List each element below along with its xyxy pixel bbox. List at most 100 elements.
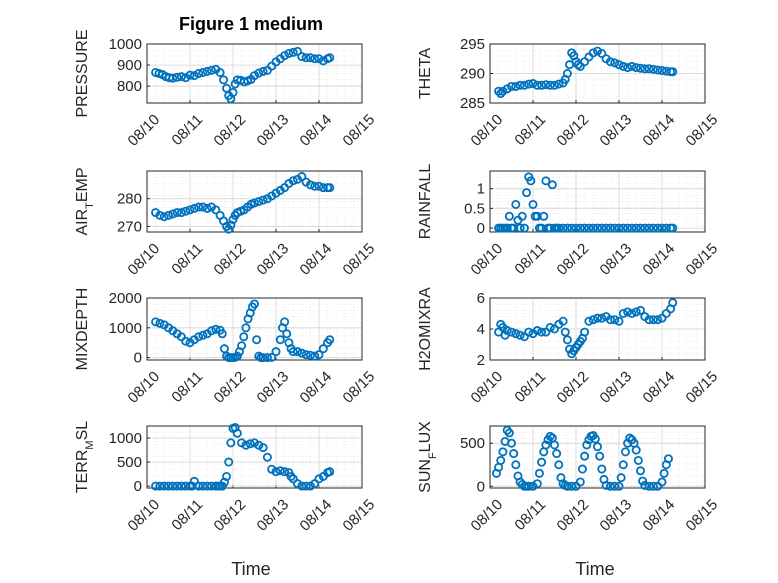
data-point: [249, 198, 259, 208]
data-point: [532, 326, 542, 336]
x-tick-label: 08/10: [125, 111, 164, 150]
data-point: [636, 466, 646, 476]
x-tick-label: 08/12: [554, 240, 593, 279]
data-point: [155, 481, 165, 491]
x-tick-label: 08/14: [297, 496, 336, 535]
data-point: [597, 464, 607, 474]
data-point: [614, 223, 624, 233]
data-point: [644, 481, 654, 491]
data-point: [562, 481, 572, 491]
data-point: [668, 298, 678, 308]
x-tick-label: 08/15: [683, 368, 722, 407]
data-point: [168, 209, 178, 219]
data-point: [511, 199, 521, 209]
data-point: [524, 79, 534, 89]
data-point: [571, 223, 581, 233]
data-point: [502, 326, 512, 336]
plot-border: [489, 297, 706, 361]
x-tick-label: 08/10: [468, 496, 507, 535]
plot-area: [146, 425, 363, 489]
data-point: [515, 330, 525, 340]
x-tick-label: 08/15: [340, 496, 379, 535]
data-point: [159, 212, 169, 222]
x-tick-label: 08/10: [468, 240, 507, 279]
data-point: [648, 481, 658, 491]
data-point: [618, 308, 628, 318]
data-point: [198, 202, 208, 212]
data-point: [627, 223, 637, 233]
data-point: [610, 481, 620, 491]
data-point: [648, 315, 658, 325]
x-tick-label: 08/15: [683, 496, 722, 535]
data-point: [202, 66, 212, 76]
data-point: [172, 72, 182, 82]
data-point: [519, 80, 529, 90]
data-point: [541, 80, 551, 90]
y-tick-label: 0: [477, 220, 485, 237]
data-point: [151, 481, 161, 491]
data-point: [610, 315, 620, 325]
x-tick-label: 08/14: [640, 240, 679, 279]
x-axis-label-left: Time: [231, 559, 270, 579]
data-point: [580, 327, 590, 337]
x-tick-label: 08/12: [554, 111, 593, 150]
subplot-mixdepth: 08/10 08/11 08/12 08/13 08/14 08/15 0 1000 2000 M…: [74, 288, 378, 407]
data-point: [631, 445, 641, 455]
data-point: [597, 313, 607, 323]
data-point: [249, 299, 259, 309]
data-point: [282, 329, 292, 339]
data-point: [640, 64, 650, 74]
data-point: [668, 67, 678, 77]
data-point: [590, 434, 600, 444]
x-tick-label: 08/13: [597, 496, 636, 535]
y-tick-label: 290: [460, 66, 485, 83]
data-point: [577, 464, 587, 474]
data-point: [562, 335, 572, 345]
data-point: [271, 347, 281, 357]
data-point: [618, 460, 628, 470]
data-point: [237, 341, 247, 351]
data-point: [663, 454, 673, 464]
data-point: [297, 348, 307, 358]
data-point: [310, 351, 320, 361]
x-tick-label: 08/11: [511, 111, 549, 149]
data-point: [618, 223, 628, 233]
x-tick-label: 08/14: [297, 368, 336, 407]
data-point: [618, 61, 628, 71]
data-point: [524, 327, 534, 337]
data-point: [504, 428, 514, 438]
y-axis-label: RAINFALL: [417, 164, 434, 240]
subplot-sun: 08/10 08/11 08/12 08/13 08/14 08/15 0 500 SUNFLU…: [417, 421, 721, 535]
data-point: [547, 180, 557, 190]
data-point: [575, 477, 585, 487]
x-tick-label: 08/13: [597, 368, 636, 407]
data-point: [498, 447, 508, 457]
data-point: [189, 71, 199, 81]
x-tick-label: 08/13: [254, 240, 293, 279]
data-point: [258, 443, 268, 453]
data-point: [301, 350, 311, 360]
data-point: [653, 223, 663, 233]
y-tick-label: 4: [477, 321, 485, 338]
subplot-h2omixra: 08/10 08/11 08/12 08/13 08/14 08/15 2 4 6 H2OMIXR…: [417, 287, 721, 407]
data-point: [597, 223, 607, 233]
x-tick-label: 08/14: [640, 368, 679, 407]
data-point: [601, 223, 611, 233]
data-point: [318, 344, 328, 354]
data-point: [155, 318, 165, 328]
x-tick-label: 08/10: [125, 368, 164, 407]
data-point: [511, 329, 521, 339]
x-tick-label: 08/15: [683, 240, 722, 279]
data-point: [206, 65, 216, 75]
data-point: [325, 335, 335, 345]
data-point: [605, 57, 615, 67]
data-point: [653, 315, 663, 325]
data-point: [239, 332, 249, 342]
y-axis-label: H2OMIXRA: [417, 287, 434, 371]
data-point: [657, 66, 667, 76]
data-point: [258, 195, 268, 205]
data-point: [595, 451, 605, 461]
data-point: [217, 329, 227, 339]
x-tick-label: 08/11: [168, 111, 206, 149]
data-point: [155, 210, 165, 220]
